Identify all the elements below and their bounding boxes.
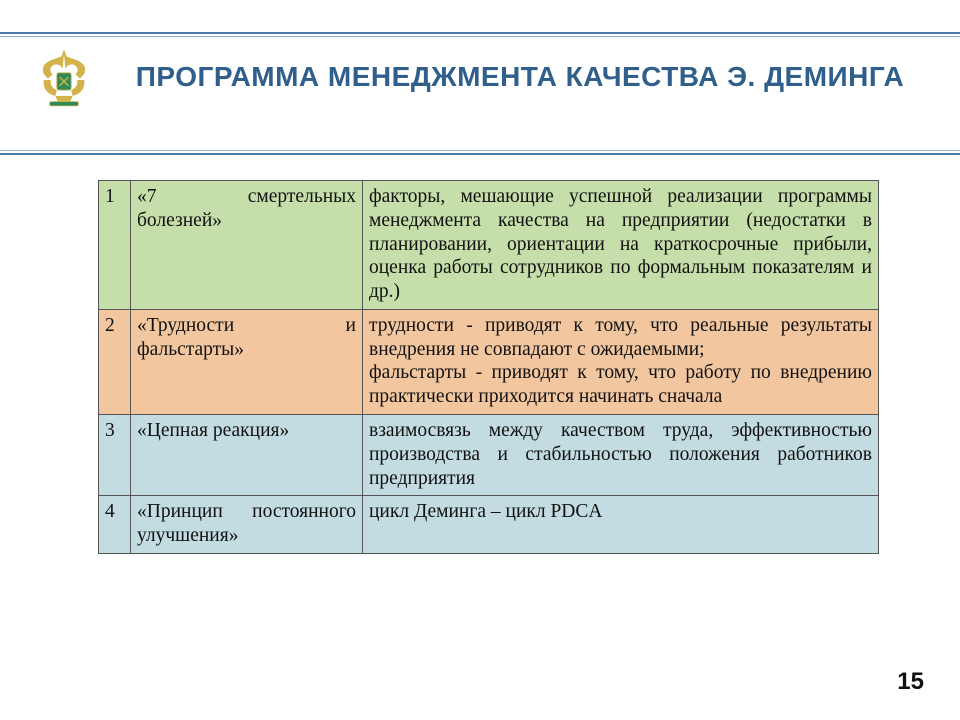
row-number: 2: [99, 309, 131, 414]
row-number: 3: [99, 415, 131, 496]
row-desc: цикл Деминга – цикл PDCA: [363, 496, 879, 554]
table-row: 1 «7 смертельных болезней» факторы, меша…: [99, 181, 879, 310]
row-name: «Цепная реакция»: [131, 415, 363, 496]
row-number: 4: [99, 496, 131, 554]
divider-bottom-thick: [0, 153, 960, 155]
table-row: 2 «Трудности и фальстарты» трудности - п…: [99, 309, 879, 414]
page-number: 15: [897, 668, 924, 696]
page-title: ПРОГРАММА МЕНЕДЖМЕНТА КАЧЕСТВА Э. ДЕМИНГ…: [120, 58, 920, 96]
row-desc: факторы, мешающие успешной реализации пр…: [363, 181, 879, 310]
row-name: «7 смертельных болезней»: [131, 181, 363, 310]
divider-top-thin: [0, 36, 960, 37]
row-desc: трудности - приводят к тому, что реальны…: [363, 309, 879, 414]
content-table: 1 «7 смертельных болезней» факторы, меша…: [98, 180, 878, 554]
row-number: 1: [99, 181, 131, 310]
row-name: «Принцип постоянного улучшения»: [131, 496, 363, 554]
row-name: «Трудности и фальстарты»: [131, 309, 363, 414]
divider-bottom-thin: [0, 150, 960, 151]
divider-top-thick: [0, 32, 960, 34]
table-row: 4 «Принцип постоянного улучшения» цикл Д…: [99, 496, 879, 554]
row-desc: взаимосвязь между качеством труда, эффек…: [363, 415, 879, 496]
table-row: 3 «Цепная реакция» взаимосвязь между кач…: [99, 415, 879, 496]
emblem-icon: [28, 44, 100, 116]
